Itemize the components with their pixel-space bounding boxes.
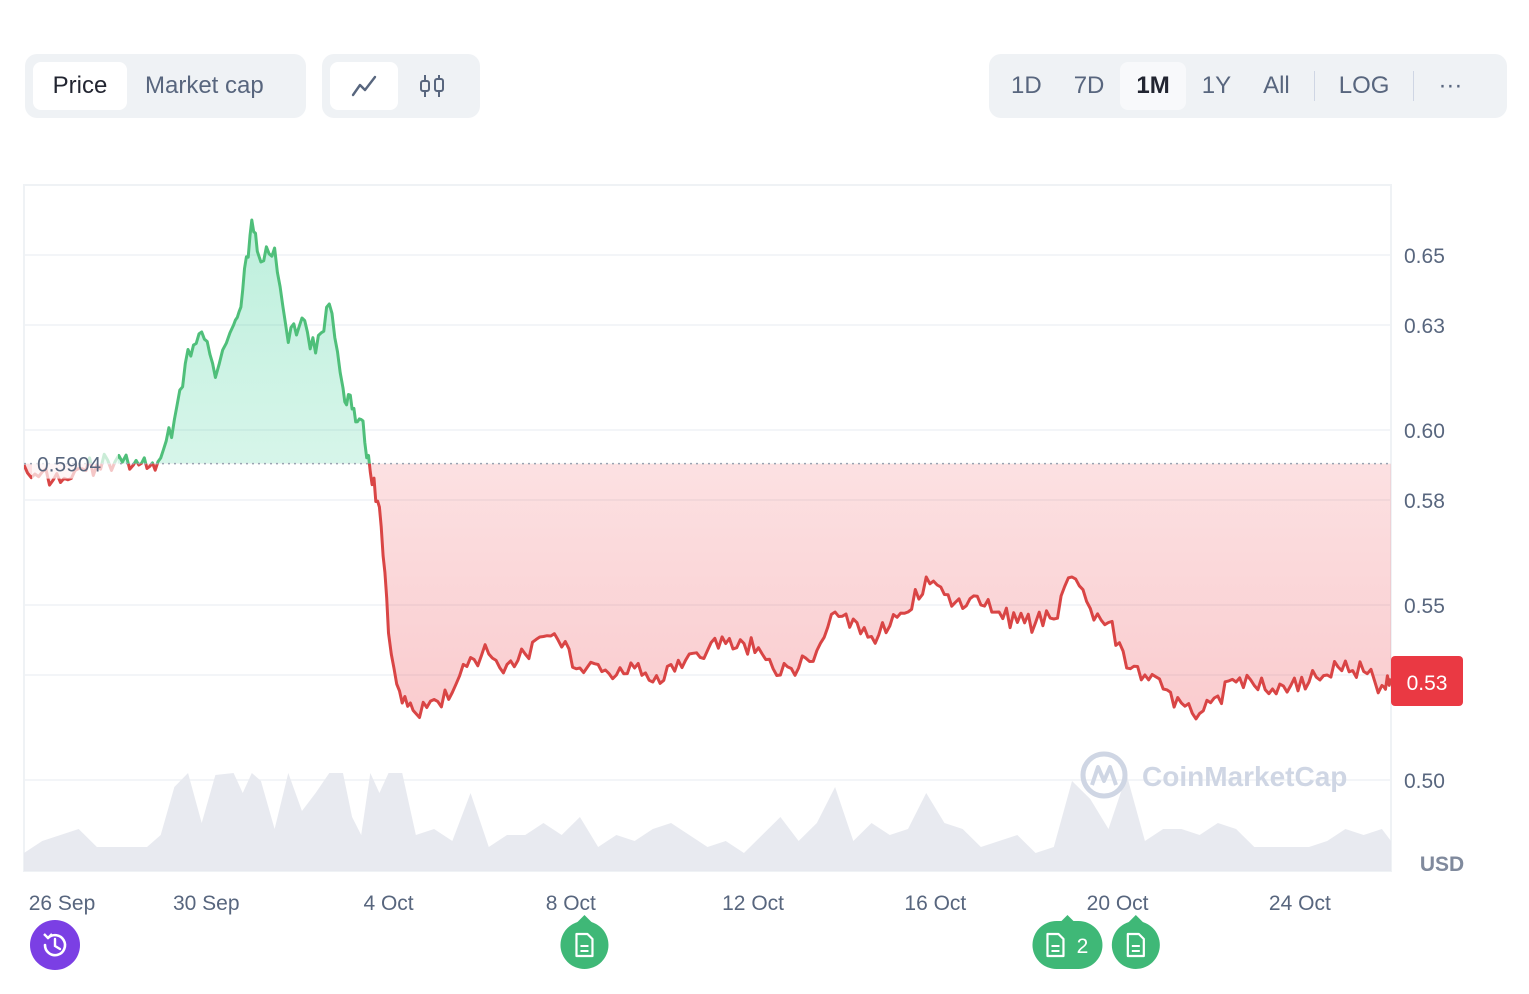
baseline: 0.5904 <box>24 448 1391 479</box>
divider <box>1313 71 1315 101</box>
x-tick-label: 8 Oct <box>546 892 596 915</box>
x-tick-label: 26 Sep <box>29 892 96 915</box>
price-area-fill <box>24 220 1391 719</box>
news-marker[interactable]: 2 <box>1032 915 1103 969</box>
price-line-up <box>86 218 371 464</box>
x-tick-label: 16 Oct <box>904 892 966 915</box>
history-icon <box>43 933 67 957</box>
document-icon <box>1126 932 1145 958</box>
news-marker-body <box>1032 921 1103 969</box>
x-axis: 26 Sep 30 Sep 4 Oct 8 Oct 12 Oct 16 Oct 20 Oct… <box>29 892 1331 915</box>
log-scale-button[interactable]: LOG <box>1338 72 1390 99</box>
more-options-button[interactable]: ··· <box>1438 72 1463 99</box>
range-7d[interactable]: 7D <box>1073 72 1105 99</box>
document-icon <box>1046 932 1065 958</box>
price-tab[interactable]: Price <box>33 62 127 110</box>
range-all[interactable]: All <box>1263 72 1290 99</box>
volume-area <box>24 773 1391 871</box>
current-price-badge: 0.53 <box>1391 656 1463 706</box>
range-1y[interactable]: 1Y <box>1201 72 1232 99</box>
range-toggle: 1D 7D 1M 1Y All LOG ··· <box>989 54 1507 118</box>
y-tick-label: 0.63 <box>1404 315 1445 338</box>
coinmarketcap-logo-icon <box>1080 751 1128 799</box>
line-chart-button[interactable] <box>330 62 398 110</box>
line-chart-icon <box>351 75 377 97</box>
news-marker[interactable] <box>1111 915 1160 969</box>
y-tick-label: 0.55 <box>1404 595 1445 618</box>
news-marker[interactable] <box>560 915 609 969</box>
x-tick-label: 24 Oct <box>1269 892 1331 915</box>
x-tick-label: 30 Sep <box>173 892 240 915</box>
y-tick-label: 0.60 <box>1404 420 1445 443</box>
divider <box>1413 71 1415 101</box>
market-cap-tab[interactable]: Market cap <box>145 72 264 99</box>
volume-shape <box>24 773 1391 871</box>
y-tick-label: 0.65 <box>1404 245 1445 268</box>
x-tick-label: 4 Oct <box>363 892 413 915</box>
history-button[interactable] <box>30 920 80 970</box>
baseline-label: 0.5904 <box>37 454 102 477</box>
type-toggle: Price Market cap <box>25 54 306 118</box>
candlestick-chart-button[interactable] <box>398 62 466 110</box>
y-tick-label: 0.58 <box>1404 490 1445 513</box>
chart-mode-toggle <box>322 54 480 118</box>
watermark: CoinMarketCap <box>1080 751 1347 799</box>
watermark-text: CoinMarketCap <box>1142 761 1347 792</box>
range-1d[interactable]: 1D <box>1011 72 1042 99</box>
area-above-baseline <box>24 220 1391 464</box>
area-below-baseline <box>24 463 1391 719</box>
range-1m[interactable]: 1M <box>1120 62 1186 110</box>
candlestick-icon <box>420 75 444 97</box>
currency-label: USD <box>1420 853 1464 876</box>
document-icon <box>575 932 594 958</box>
y-axis: 0.50 0.53 0.55 0.58 0.60 0.63 0.65 <box>1404 245 1445 793</box>
x-tick-label: 12 Oct <box>722 892 784 915</box>
news-markers: 2 <box>560 915 1160 969</box>
news-marker-pointer <box>576 915 593 923</box>
x-tick-label: 20 Oct <box>1087 892 1149 915</box>
y-tick-label: 0.50 <box>1404 770 1445 793</box>
current-price-label: 0.53 <box>1407 672 1448 695</box>
price-line-down <box>24 463 1391 721</box>
news-count: 2 <box>1077 935 1089 958</box>
baseline-label-bg <box>32 448 118 479</box>
price-line <box>24 218 1391 721</box>
news-marker-pointer <box>1127 915 1144 923</box>
